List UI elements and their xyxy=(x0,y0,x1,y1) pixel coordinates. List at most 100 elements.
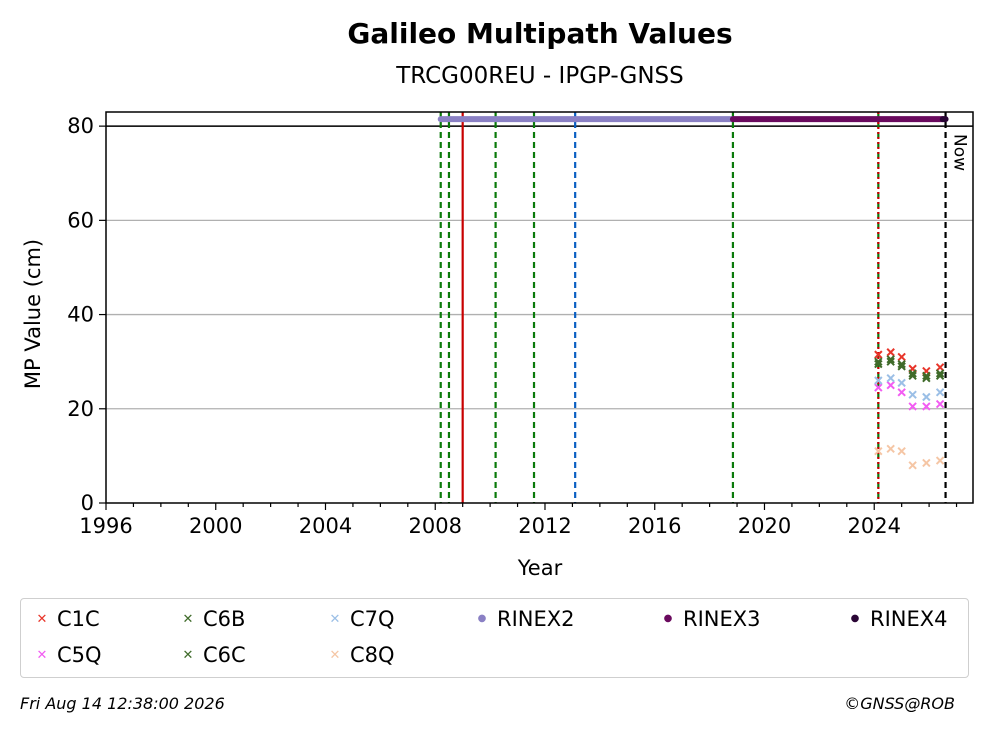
x-tick-label: 2024 xyxy=(848,514,901,538)
data-point xyxy=(897,378,906,388)
data-point xyxy=(922,458,931,468)
legend-item: ✕ C1C xyxy=(33,607,100,631)
data-point-stroke xyxy=(908,371,917,381)
y-tick-label: 20 xyxy=(67,397,94,421)
y-tick-label: 80 xyxy=(67,114,94,138)
data-point-stroke xyxy=(897,388,906,397)
x-tick-label: 2004 xyxy=(299,514,352,538)
data-point-stroke xyxy=(886,373,895,383)
data-point xyxy=(935,369,945,378)
data-point-stroke xyxy=(897,378,906,388)
data-point-stroke xyxy=(935,369,945,378)
x-tick-label: 2000 xyxy=(189,514,242,538)
data-point xyxy=(886,373,895,383)
legend-label: C6B xyxy=(203,607,246,631)
data-point xyxy=(908,461,917,470)
data-point xyxy=(897,359,906,369)
data-point-stroke xyxy=(935,399,945,409)
dot-marker-icon: ● xyxy=(850,613,860,624)
data-point xyxy=(897,352,906,362)
data-point-stroke xyxy=(874,376,883,385)
x-marker-icon: ✕ xyxy=(182,611,194,627)
data-point xyxy=(897,362,906,371)
legend-label: RINEX3 xyxy=(683,607,761,631)
data-point-stroke xyxy=(908,461,917,470)
y-tick-label: 60 xyxy=(67,208,94,232)
data-point xyxy=(874,376,883,385)
legend-label: C6C xyxy=(203,643,246,667)
now-label: Now xyxy=(950,134,970,171)
data-point xyxy=(886,355,895,364)
data-points xyxy=(874,348,945,470)
legend-label: C7Q xyxy=(350,607,395,631)
x-marker-icon: ✕ xyxy=(182,647,194,663)
axes: 1996 2000 2004 2008 2012 2016 2020 2024 0 20 40 60 8… xyxy=(67,111,974,538)
data-point xyxy=(886,444,895,454)
data-point xyxy=(922,402,931,411)
data-point xyxy=(935,371,945,381)
legend-label: C1C xyxy=(57,607,100,631)
legend: ✕ C1C ✕ C6B ✕ C7Q ● RINEX2 ● RINEX3 ● RINEX4 ✕ C5Q ✕ C6… xyxy=(20,598,969,678)
legend-item: ● RINEX4 xyxy=(846,607,948,631)
chart-subtitle: TRCG00REU - IPGP-GNSS xyxy=(395,63,684,89)
legend-item: ✕ C8Q xyxy=(326,643,395,667)
x-tick-label: 2020 xyxy=(738,514,791,538)
legend-label: RINEX2 xyxy=(497,607,575,631)
data-point xyxy=(874,359,883,369)
grid-lines xyxy=(106,125,973,410)
data-point-stroke xyxy=(874,357,883,366)
legend-item: ✕ C7Q xyxy=(326,607,395,631)
x-marker-icon: ✕ xyxy=(329,647,341,663)
data-point xyxy=(874,350,883,359)
data-point-stroke xyxy=(886,348,895,357)
y-tick-label: 40 xyxy=(67,303,94,327)
data-point-stroke xyxy=(874,350,883,359)
data-point xyxy=(874,383,883,392)
data-point-stroke xyxy=(874,446,883,456)
data-point-stroke xyxy=(908,402,917,411)
data-point-stroke xyxy=(922,373,931,383)
data-point xyxy=(886,357,895,366)
data-point xyxy=(897,388,906,397)
x-marker-icon: ✕ xyxy=(36,647,48,663)
data-point-stroke xyxy=(886,381,895,390)
x-marker-icon: ✕ xyxy=(36,611,48,627)
multipath-chart: Galileo Multipath Values TRCG00REU - IPG… xyxy=(21,17,974,580)
legend-label: RINEX4 xyxy=(870,607,948,631)
data-point-stroke xyxy=(908,369,917,378)
data-point xyxy=(922,392,931,402)
data-point-stroke xyxy=(935,456,945,465)
legend-item: ● RINEX3 xyxy=(659,607,761,631)
x-tick-label: 2008 xyxy=(409,514,462,538)
timestamp: Fri Aug 14 12:38:00 2026 xyxy=(20,694,225,713)
legend-item: ● RINEX2 xyxy=(473,607,575,631)
data-point-stroke xyxy=(897,446,906,456)
data-point-stroke xyxy=(922,392,931,402)
data-point xyxy=(886,381,895,390)
data-point-stroke xyxy=(897,352,906,362)
x-tick-label: 2016 xyxy=(628,514,681,538)
dot-marker-icon: ● xyxy=(663,613,673,624)
chart-title: Galileo Multipath Values xyxy=(347,17,732,50)
data-point-stroke xyxy=(922,458,931,468)
data-point xyxy=(908,369,917,378)
data-point-stroke xyxy=(886,355,895,364)
data-point xyxy=(874,357,883,366)
data-point-stroke xyxy=(874,383,883,392)
data-point xyxy=(935,363,945,372)
data-point-stroke xyxy=(897,362,906,371)
data-point-stroke xyxy=(874,359,883,369)
data-point-stroke xyxy=(935,371,945,381)
event-lines xyxy=(439,112,947,503)
data-point xyxy=(908,402,917,411)
y-tick-label: 0 xyxy=(81,491,94,515)
legend-item: ✕ C6B xyxy=(179,607,246,631)
data-point xyxy=(935,399,945,409)
x-marker-icon: ✕ xyxy=(329,611,341,627)
data-point-stroke xyxy=(935,363,945,372)
data-point xyxy=(908,390,917,399)
data-point xyxy=(908,371,917,381)
data-point-stroke xyxy=(922,402,931,411)
data-point-stroke xyxy=(897,359,906,369)
legend-label: C8Q xyxy=(350,643,395,667)
